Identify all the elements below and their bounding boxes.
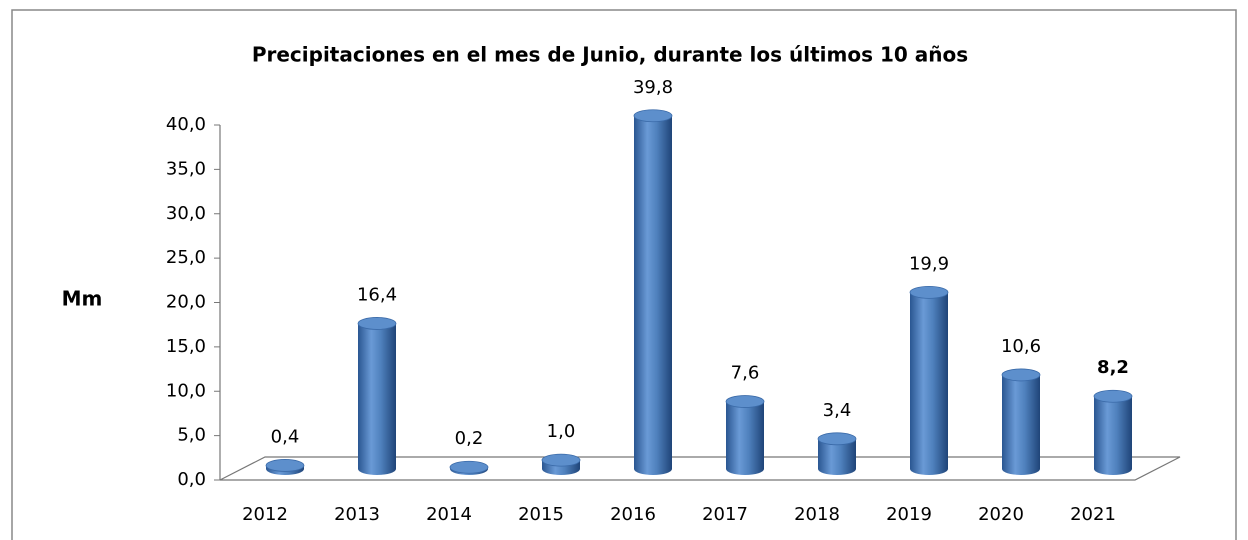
x-tick-label: 2013: [334, 504, 380, 525]
y-tick-label: 15,0: [166, 336, 206, 357]
x-tick-label: 2014: [426, 504, 472, 525]
value-label: 19,9: [909, 253, 949, 274]
value-label: 39,8: [633, 77, 673, 98]
bar-cap: [633, 109, 673, 123]
chart-frame: [11, 9, 1237, 540]
value-label: 8,2: [1097, 357, 1129, 378]
y-tick-label: 5,0: [177, 425, 206, 446]
x-tick-label: 2015: [518, 504, 564, 525]
bar-cap: [1093, 389, 1133, 403]
bar-cap: [449, 460, 489, 474]
bar-cap: [357, 317, 397, 330]
bar-cap: [817, 432, 857, 446]
bar-cap: [541, 453, 581, 467]
x-tick-label: 2018: [794, 504, 840, 525]
value-label: 0,4: [271, 426, 300, 447]
bar-cap: [909, 285, 949, 299]
bar: [634, 115, 672, 476]
bar-cap: [725, 395, 765, 408]
y-tick-label: 0,0: [177, 469, 206, 490]
bar: [1094, 396, 1132, 475]
bar: [358, 323, 396, 475]
value-label: 10,6: [1001, 336, 1041, 357]
x-tick-label: 2019: [886, 504, 932, 525]
x-tick-label: 2020: [978, 504, 1024, 525]
bar: [726, 401, 764, 475]
value-label: 3,4: [823, 400, 852, 421]
y-tick-label: 10,0: [166, 380, 206, 401]
value-label: 1,0: [547, 421, 576, 442]
y-tick-label: 35,0: [166, 158, 206, 179]
chart-title: Precipitaciones en el mes de Junio, dura…: [252, 43, 968, 67]
y-axis-label: Mm: [62, 287, 103, 311]
bar: [910, 292, 948, 475]
value-label: 0,2: [455, 428, 484, 449]
x-tick-label: 2012: [242, 504, 288, 525]
y-tick-label: 40,0: [166, 114, 206, 135]
x-tick-label: 2021: [1070, 504, 1116, 525]
y-tick-label: 30,0: [166, 203, 206, 224]
bar: [818, 438, 856, 475]
value-label: 16,4: [357, 284, 397, 305]
y-tick-label: 25,0: [166, 247, 206, 268]
bar-cap: [265, 459, 305, 472]
bar-cap: [1001, 368, 1041, 382]
bar: [1002, 374, 1040, 475]
y-tick-label: 20,0: [166, 292, 206, 313]
x-tick-label: 2016: [610, 504, 656, 525]
x-tick-label: 2017: [702, 504, 748, 525]
value-label: 7,6: [731, 363, 760, 384]
